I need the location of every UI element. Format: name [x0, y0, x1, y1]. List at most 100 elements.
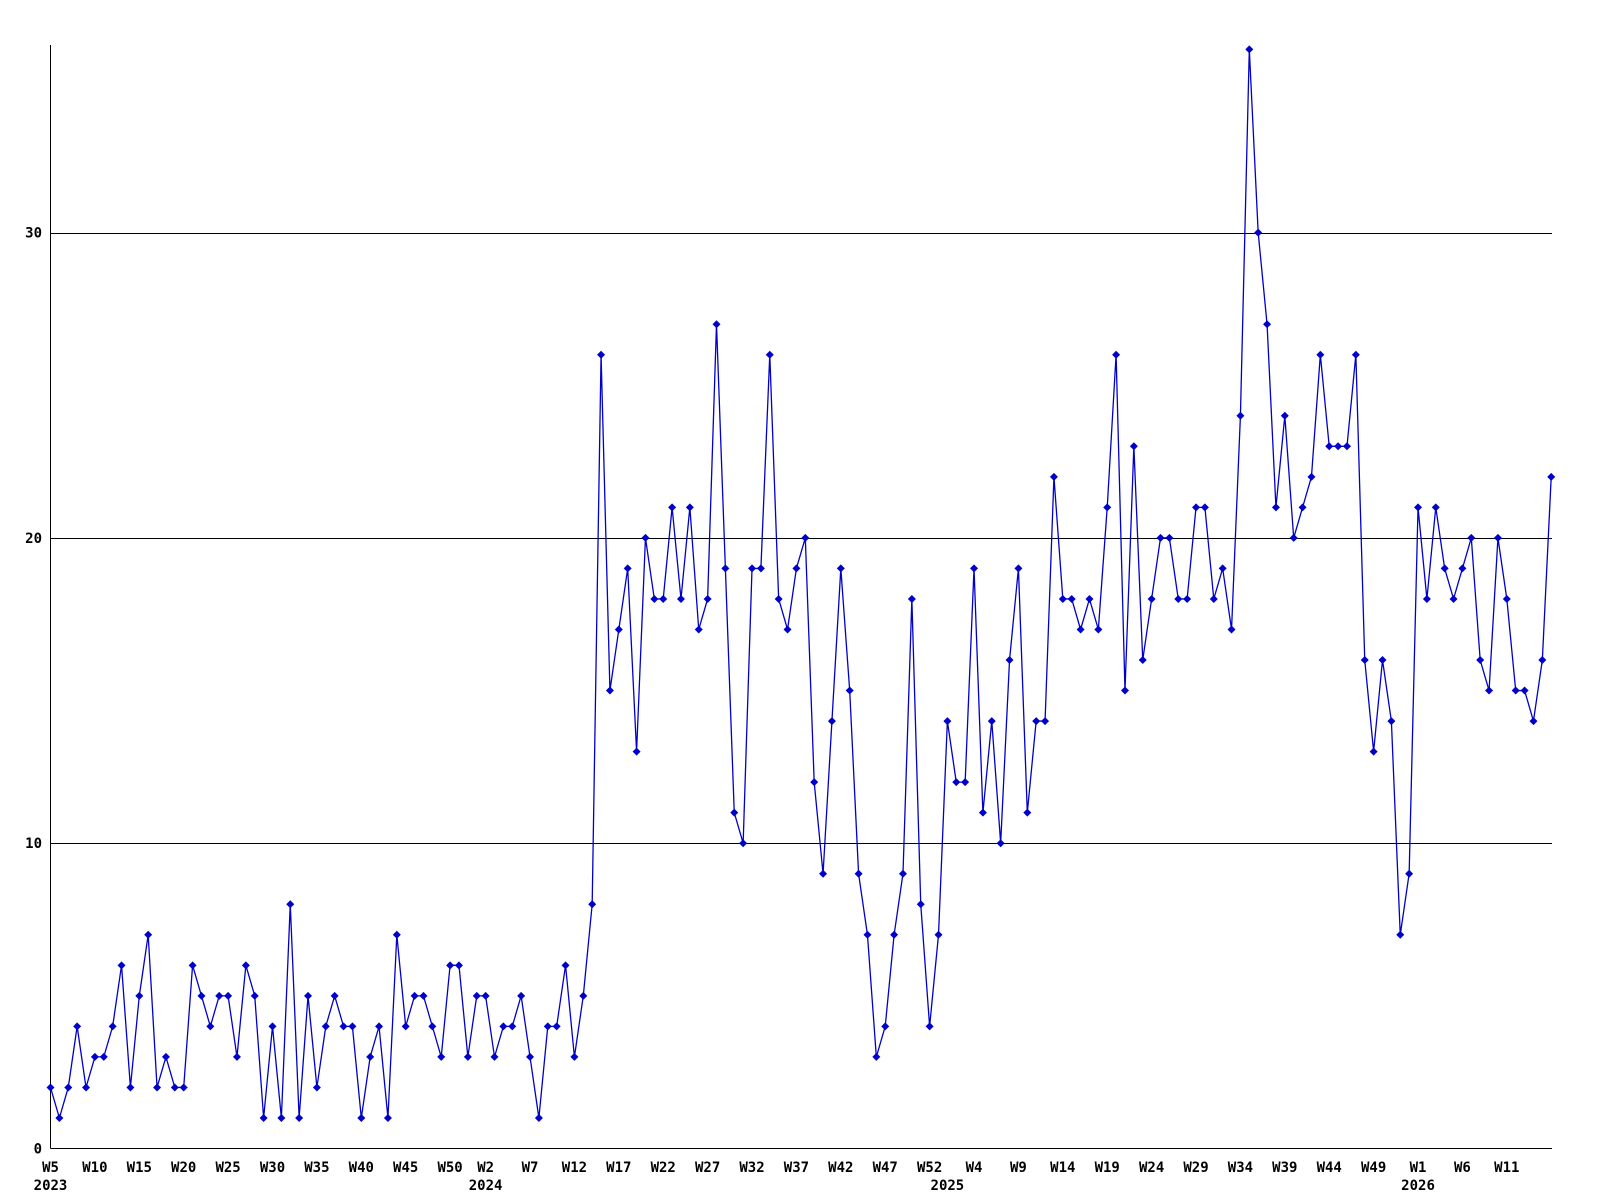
data-point — [153, 1083, 162, 1092]
data-point — [641, 533, 650, 542]
x-tick-label: W1 — [1410, 1160, 1427, 1176]
x-tick-label: W20 — [171, 1160, 196, 1176]
data-point — [126, 1083, 135, 1092]
x-tick-label: W7 — [522, 1160, 539, 1176]
data-point — [730, 808, 739, 817]
data-point — [1298, 503, 1307, 512]
data-point — [872, 1052, 881, 1061]
data-point — [206, 1022, 215, 1031]
x-tick-label: W4 — [966, 1160, 983, 1176]
data-point — [1227, 625, 1236, 634]
data-point — [472, 991, 481, 1000]
data-point — [241, 961, 250, 970]
x-tick-label: W14 — [1050, 1160, 1075, 1176]
data-point — [383, 1113, 392, 1122]
data-point — [481, 991, 490, 1000]
data-point — [232, 1052, 241, 1061]
data-point — [99, 1052, 108, 1061]
data-point — [650, 594, 659, 603]
data-point — [1325, 442, 1334, 451]
data-point — [1289, 533, 1298, 542]
data-point — [845, 686, 854, 695]
x-tick-label: W49 — [1361, 1160, 1386, 1176]
data-point — [996, 839, 1005, 848]
data-point — [712, 320, 721, 329]
data-point — [1067, 594, 1076, 603]
x-tick-label: W15 — [127, 1160, 152, 1176]
x-tick-label: W11 — [1494, 1160, 1519, 1176]
data-point — [1458, 564, 1467, 573]
data-point — [392, 930, 401, 939]
y-tick-label: 10 — [25, 836, 42, 852]
data-point — [1449, 594, 1458, 603]
data-point — [721, 564, 730, 573]
data-point — [970, 564, 979, 573]
x-tick-label: W10 — [82, 1160, 107, 1176]
data-point — [907, 594, 916, 603]
data-point — [82, 1083, 91, 1092]
data-point — [1334, 442, 1343, 451]
data-point — [1476, 656, 1485, 665]
x-tick-label: W39 — [1272, 1160, 1297, 1176]
data-point — [499, 1022, 508, 1031]
data-point — [1414, 503, 1423, 512]
data-point — [1467, 533, 1476, 542]
data-point — [1023, 808, 1032, 817]
data-point — [357, 1113, 366, 1122]
data-point — [268, 1022, 277, 1031]
data-point — [90, 1052, 99, 1061]
data-point — [1342, 442, 1351, 451]
data-point — [1147, 594, 1156, 603]
data-point — [881, 1022, 890, 1031]
data-point — [170, 1083, 179, 1092]
year-label: 2025 — [931, 1178, 965, 1194]
data-point — [925, 1022, 934, 1031]
data-point — [561, 961, 570, 970]
data-point — [1485, 686, 1494, 695]
data-point — [188, 961, 197, 970]
data-point — [952, 778, 961, 787]
data-point — [286, 900, 295, 909]
x-tick-label: W45 — [393, 1160, 418, 1176]
data-point — [419, 991, 428, 1000]
x-tick-label: W30 — [260, 1160, 285, 1176]
data-point — [1547, 472, 1556, 481]
data-point — [827, 717, 836, 726]
x-tick-label: W24 — [1139, 1160, 1164, 1176]
x-tick-label: W2 — [477, 1160, 494, 1176]
data-point — [197, 991, 206, 1000]
data-point — [1422, 594, 1431, 603]
x-tick-label: W5 — [42, 1160, 59, 1176]
data-point — [1120, 686, 1129, 695]
data-point — [1192, 503, 1201, 512]
data-point — [295, 1113, 304, 1122]
data-point — [1254, 228, 1263, 237]
data-point — [774, 594, 783, 603]
data-point — [1369, 747, 1378, 756]
y-tick-label: 30 — [25, 226, 42, 242]
x-tick-label: W35 — [304, 1160, 329, 1176]
y-tick-label: 20 — [25, 531, 42, 547]
data-point — [463, 1052, 472, 1061]
data-point — [579, 991, 588, 1000]
data-point — [1280, 411, 1289, 420]
data-point — [410, 991, 419, 1000]
data-point — [623, 564, 632, 573]
data-point — [748, 564, 757, 573]
x-tick-label: W17 — [606, 1160, 631, 1176]
data-point — [1440, 564, 1449, 573]
data-point — [1245, 45, 1254, 54]
data-point — [1156, 533, 1165, 542]
data-point — [135, 991, 144, 1000]
data-point — [161, 1052, 170, 1061]
data-point — [375, 1022, 384, 1031]
data-point — [46, 1083, 55, 1092]
data-point — [987, 717, 996, 726]
x-tick-label: W42 — [828, 1160, 853, 1176]
year-label: 2023 — [34, 1178, 68, 1194]
data-point — [1360, 656, 1369, 665]
data-point — [534, 1113, 543, 1122]
data-point — [854, 869, 863, 878]
data-point — [1076, 625, 1085, 634]
